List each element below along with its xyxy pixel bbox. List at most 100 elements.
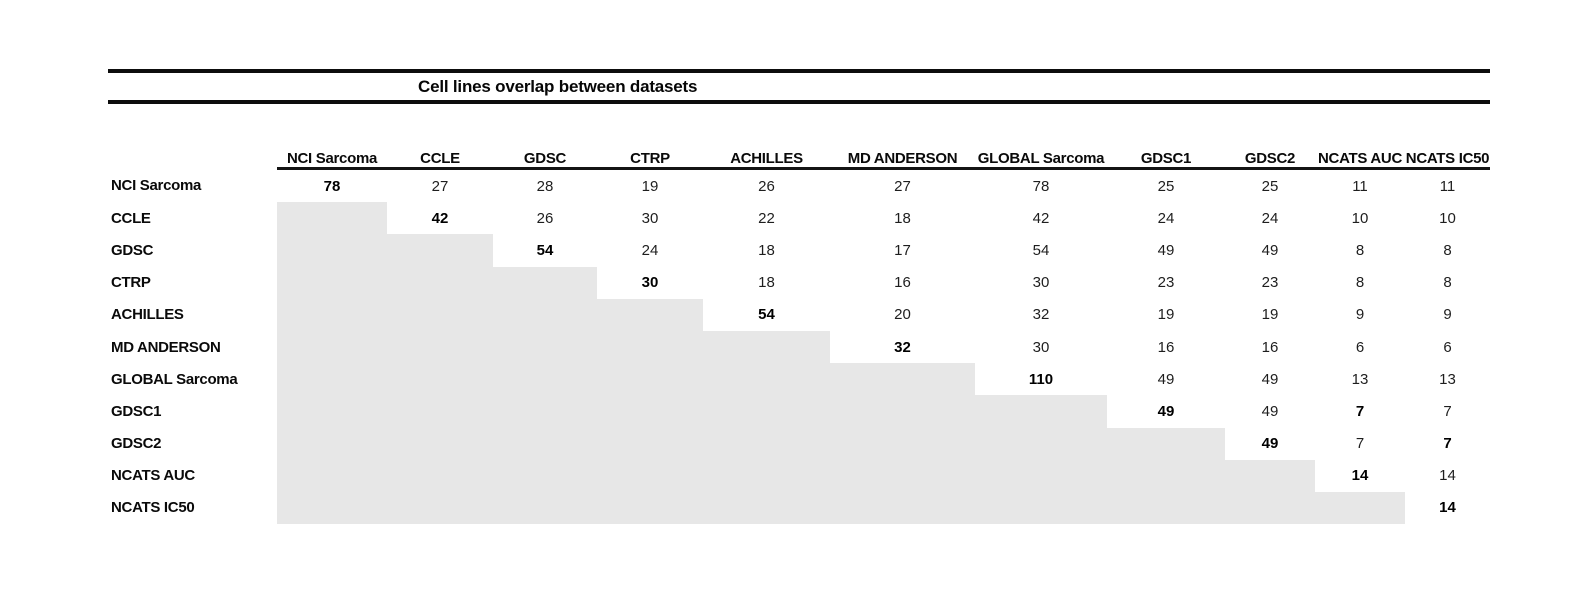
overlap-cell: 11 xyxy=(1352,177,1368,195)
overlap-cell: 30 xyxy=(1032,338,1050,356)
overlap-cell: 10 xyxy=(1439,209,1456,227)
overlap-cell: 16 xyxy=(1157,338,1175,356)
overlap-cell: 49 xyxy=(1261,370,1279,388)
overlap-cell: 24 xyxy=(1157,209,1175,227)
column-header: GDSC1 xyxy=(1107,104,1225,170)
overlap-cell: 14 xyxy=(1439,467,1456,485)
overlap-cell: 18 xyxy=(758,274,775,292)
empty-cell xyxy=(597,427,703,460)
row-label: GDSC2 xyxy=(111,435,162,453)
overlap-cell: 78 xyxy=(1032,177,1050,195)
overlap-cell: 19 xyxy=(1261,306,1279,324)
empty-cell xyxy=(703,363,830,396)
empty-cell xyxy=(597,363,703,396)
empty-cell xyxy=(387,234,493,267)
empty-cell xyxy=(387,298,493,331)
empty-cell xyxy=(387,491,493,525)
empty-cell xyxy=(830,395,975,428)
empty-cell xyxy=(975,427,1107,460)
row-label: CCLE xyxy=(111,209,151,227)
empty-cell xyxy=(830,459,975,492)
empty-cell xyxy=(277,298,387,331)
overlap-cell: 49 xyxy=(1261,241,1279,259)
overlap-table-figure: Cell lines overlap between datasets NCI … xyxy=(108,69,1490,525)
empty-cell xyxy=(597,459,703,492)
empty-cell xyxy=(277,459,387,492)
overlap-cell: 42 xyxy=(431,209,449,227)
overlap-cell: 7 xyxy=(1355,402,1365,420)
overlap-cell: 27 xyxy=(431,177,449,195)
overlap-cell: 8 xyxy=(1355,274,1365,292)
overlap-cell: 42 xyxy=(1032,209,1050,227)
overlap-matrix-table: NCI Sarcoma CCLE GDSC CTRP ACHILLES MD ANDERS… xyxy=(108,104,1490,525)
overlap-cell: 17 xyxy=(894,241,911,259)
overlap-cell: 49 xyxy=(1157,370,1175,388)
empty-cell xyxy=(277,202,387,235)
column-header: CCLE xyxy=(387,104,493,170)
column-header: NCI Sarcoma xyxy=(277,104,387,170)
overlap-cell: 49 xyxy=(1261,402,1279,420)
title-bottom-rule xyxy=(108,100,1490,104)
empty-cell xyxy=(703,491,830,525)
table-row: NCATS AUC 14 14 xyxy=(108,459,1490,492)
overlap-cell: 54 xyxy=(1032,241,1050,259)
empty-cell xyxy=(830,363,975,396)
empty-cell xyxy=(597,298,703,331)
empty-cell xyxy=(277,491,387,525)
empty-cell xyxy=(493,459,597,492)
empty-cell xyxy=(830,427,975,460)
empty-cell xyxy=(387,395,493,428)
empty-cell xyxy=(493,266,597,299)
row-label: MD ANDERSON xyxy=(111,338,221,356)
empty-cell xyxy=(1107,459,1225,492)
empty-cell xyxy=(493,427,597,460)
overlap-cell: 49 xyxy=(1157,241,1175,259)
empty-cell xyxy=(975,459,1107,492)
row-label: NCATS IC50 xyxy=(111,499,195,517)
overlap-cell: 110 xyxy=(1028,370,1054,388)
empty-cell xyxy=(387,363,493,396)
empty-cell xyxy=(703,427,830,460)
overlap-cell: 25 xyxy=(1157,177,1175,195)
overlap-cell: 19 xyxy=(641,177,659,195)
overlap-cell: 8 xyxy=(1355,241,1365,259)
table-row: NCATS IC50 14 xyxy=(108,491,1490,525)
overlap-cell: 14 xyxy=(1351,467,1369,485)
overlap-cell: 6 xyxy=(1443,338,1452,356)
empty-cell xyxy=(597,330,703,364)
empty-cell xyxy=(703,459,830,492)
overlap-cell: 18 xyxy=(758,241,775,259)
table-row: GLOBAL Sarcoma 110 49 49 13 13 xyxy=(108,363,1490,396)
empty-cell xyxy=(1225,459,1315,492)
overlap-cell: 14 xyxy=(1439,499,1456,517)
column-header: MD ANDERSON xyxy=(830,104,975,170)
overlap-cell: 49 xyxy=(1157,402,1175,420)
overlap-cell: 11 xyxy=(1439,177,1456,195)
overlap-cell: 32 xyxy=(894,338,911,356)
empty-cell xyxy=(703,330,830,364)
overlap-cell: 28 xyxy=(536,177,554,195)
column-header: NCATS AUC xyxy=(1315,104,1405,170)
table-row: CCLE 42 26 30 22 18 42 24 24 10 10 xyxy=(108,202,1490,235)
row-label: CTRP xyxy=(111,274,151,292)
table-row: GDSC1 49 49 7 7 xyxy=(108,395,1490,428)
column-header: GLOBAL Sarcoma xyxy=(975,104,1107,170)
overlap-cell: 24 xyxy=(641,241,659,259)
empty-cell xyxy=(493,330,597,364)
overlap-cell: 7 xyxy=(1443,402,1452,420)
overlap-cell: 30 xyxy=(1032,274,1050,292)
figure-title: Cell lines overlap between datasets xyxy=(418,76,698,96)
empty-cell xyxy=(493,491,597,525)
top-rule xyxy=(108,69,1490,73)
overlap-cell: 30 xyxy=(641,209,659,227)
empty-cell xyxy=(703,395,830,428)
empty-cell xyxy=(975,395,1107,428)
empty-cell xyxy=(493,363,597,396)
header-row: NCI Sarcoma CCLE GDSC CTRP ACHILLES MD ANDERS… xyxy=(108,104,1490,170)
overlap-cell: 54 xyxy=(758,306,775,324)
overlap-cell: 78 xyxy=(323,177,341,195)
table-row: NCI Sarcoma 78 27 28 19 26 27 78 25 25 11 11 xyxy=(108,169,1490,203)
table-row: GDSC 54 24 18 17 54 49 49 8 8 xyxy=(108,234,1490,267)
empty-cell xyxy=(387,330,493,364)
overlap-cell: 25 xyxy=(1261,177,1279,195)
